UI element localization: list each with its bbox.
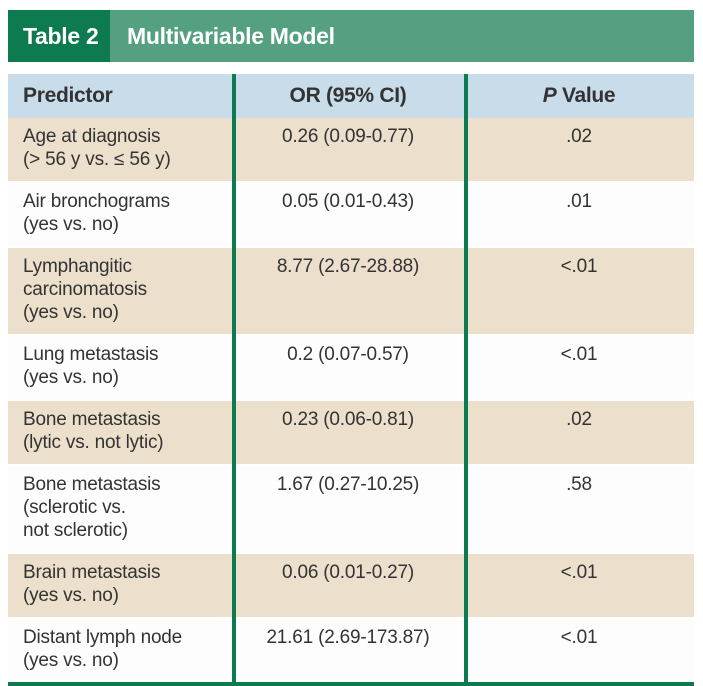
header-p-rest: Value — [556, 84, 616, 107]
predictor-cell: Bone metastasis (lytic vs. not lytic) — [23, 409, 164, 453]
column-divider-2 — [464, 74, 468, 682]
table-row: Bone metastasis (lytic vs. not lytic) 0.… — [8, 401, 694, 466]
data-table: Predictor OR (95% CI) P Value Age at dia… — [8, 74, 694, 686]
table-row: Distant lymph node (yes vs. no) 21.61 (2… — [8, 619, 694, 682]
p-value-cell: <.01 — [560, 344, 598, 365]
p-value-cell: .58 — [566, 474, 592, 495]
predictor-cell: Bone metastasis (sclerotic vs. not scler… — [23, 474, 161, 541]
p-value-cell: <.01 — [560, 562, 598, 583]
or-cell: 8.77 (2.67-28.88) — [276, 256, 420, 277]
table-row: Air bronchograms (yes vs. no) 0.05 (0.01… — [8, 183, 694, 248]
table-row: Age at diagnosis (> 56 y vs. ≤ 56 y) 0.2… — [8, 118, 694, 183]
column-divider-1 — [232, 74, 236, 682]
or-cell: 0.05 (0.01-0.43) — [282, 191, 414, 212]
table-header-row: Predictor OR (95% CI) P Value — [8, 74, 694, 118]
table-body: Age at diagnosis (> 56 y vs. ≤ 56 y) 0.2… — [8, 118, 694, 682]
or-cell: 0.06 (0.01-0.27) — [282, 562, 414, 583]
table-figure: Table 2 Multivariable Model Predictor OR… — [8, 10, 694, 686]
predictor-cell: Age at diagnosis (> 56 y vs. ≤ 56 y) — [23, 126, 171, 170]
header-p-italic: P — [542, 84, 557, 107]
table-title-bar: Table 2 Multivariable Model — [8, 10, 694, 62]
table-title: Multivariable Model — [110, 10, 694, 62]
table-row: Brain metastasis (yes vs. no) 0.06 (0.01… — [8, 554, 694, 619]
p-value-cell: .02 — [566, 409, 592, 430]
table-row: Lymphangitic carcinomatosis (yes vs. no)… — [8, 248, 694, 336]
p-value-cell: .01 — [566, 191, 592, 212]
header-p-value: P Value — [464, 74, 694, 118]
table-row: Lung metastasis (yes vs. no) 0.2 (0.07-0… — [8, 336, 694, 401]
or-cell: 1.67 (0.27-10.25) — [276, 474, 420, 495]
header-or-ci: OR (95% CI) — [289, 84, 407, 107]
or-cell: 0.26 (0.09-0.77) — [282, 126, 414, 147]
or-cell: 21.61 (2.69-173.87) — [266, 627, 430, 648]
predictor-cell: Lung metastasis (yes vs. no) — [23, 344, 159, 388]
predictor-cell: Brain metastasis (yes vs. no) — [23, 562, 161, 606]
or-cell: 0.2 (0.07-0.57) — [287, 344, 409, 365]
table-row: Bone metastasis (sclerotic vs. not scler… — [8, 466, 694, 554]
p-value-cell: .02 — [566, 126, 592, 147]
header-predictor: Predictor — [23, 84, 113, 107]
p-value-cell: <.01 — [560, 256, 598, 277]
predictor-cell: Air bronchograms (yes vs. no) — [23, 191, 170, 235]
p-value-cell: <.01 — [560, 627, 598, 648]
predictor-cell: Distant lymph node (yes vs. no) — [23, 627, 183, 671]
predictor-cell: Lymphangitic carcinomatosis (yes vs. no) — [23, 256, 147, 323]
or-cell: 0.23 (0.06-0.81) — [282, 409, 414, 430]
table-number-badge: Table 2 — [8, 10, 110, 62]
